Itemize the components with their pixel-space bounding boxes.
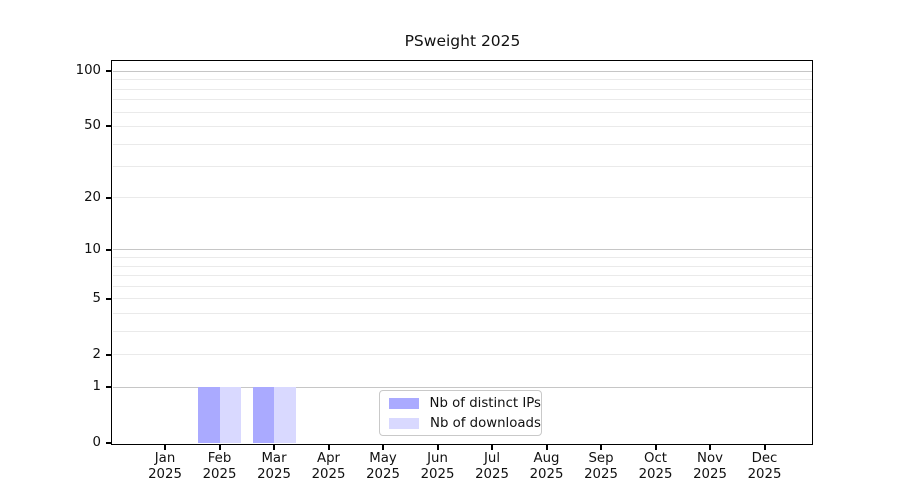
x-tick-label-month: Jan <box>154 451 176 466</box>
x-tick <box>164 444 166 450</box>
x-tick-label-year: 2025 <box>747 467 782 482</box>
legend-item-distinct-ips: Nb of distinct IPs <box>389 396 541 411</box>
x-tick <box>273 444 275 450</box>
x-tick-label-month: Dec <box>751 451 778 466</box>
x-tick-label-year: 2025 <box>420 467 455 482</box>
gridline-minor <box>113 285 812 287</box>
gridline-minor <box>113 312 812 314</box>
y-tick <box>106 297 112 300</box>
gridline-major <box>113 70 812 72</box>
gridline <box>113 298 812 300</box>
gridline-minor <box>113 88 812 90</box>
x-tick <box>382 444 384 450</box>
gridline-minor <box>113 265 812 267</box>
x-tick <box>436 444 439 450</box>
x-tick <box>763 444 766 450</box>
bar-downloads-feb <box>219 387 241 443</box>
y-tick-label: 100 <box>75 63 101 79</box>
x-tick-label-year: 2025 <box>475 467 509 482</box>
gridline-major <box>113 386 812 388</box>
y-tick-label: 1 <box>92 379 101 395</box>
x-tick-label-year: 2025 <box>148 467 182 482</box>
y-tick-label: 10 <box>84 241 101 257</box>
y-tick-label: 0 <box>92 435 101 450</box>
y-tick-label: 2 <box>92 346 101 362</box>
x-tick-label-year: 2025 <box>693 467 727 482</box>
x-tick-label-month: Oct <box>644 451 667 466</box>
gridline-minor <box>113 257 812 259</box>
x-tick <box>545 444 548 450</box>
x-tick <box>600 444 602 450</box>
x-tick-label-month: Sep <box>588 451 614 466</box>
gridline-minor <box>113 143 812 145</box>
x-tick-label-year: 2025 <box>366 467 400 482</box>
y-tick-label: 20 <box>84 189 101 205</box>
gridline-minor <box>113 330 812 332</box>
x-tick-label-month: Mar <box>261 451 287 466</box>
y-tick <box>106 125 112 128</box>
x-tick <box>218 444 221 450</box>
bar-distinct-ips-mar <box>252 387 274 443</box>
chart-title: PSweight 2025 <box>404 32 521 50</box>
y-tick <box>106 70 112 73</box>
x-tick <box>491 444 493 450</box>
x-tick-label-month: Jul <box>483 451 501 466</box>
x-tick-label-year: 2025 <box>529 467 564 482</box>
y-tick-label: 50 <box>84 118 101 134</box>
y-tick <box>106 386 112 389</box>
x-tick-label-year: 2025 <box>584 467 618 482</box>
x-tick-label-month: Feb <box>207 451 232 466</box>
x-tick-label-year: 2025 <box>638 467 673 482</box>
bar-distinct-ips-feb <box>198 387 220 443</box>
x-tick <box>709 444 711 450</box>
x-tick-label-year: 2025 <box>202 467 237 482</box>
x-tick-label-month: Apr <box>316 451 340 466</box>
gridline <box>113 354 812 356</box>
gridline <box>113 125 812 127</box>
x-tick-label-month: Aug <box>533 451 560 466</box>
x-tick-label-year: 2025 <box>311 467 346 482</box>
x-tick <box>327 444 330 450</box>
legend-item-downloads: Nb of downloads <box>389 416 541 431</box>
y-tick <box>106 248 112 251</box>
x-tick <box>654 444 657 450</box>
bar-downloads-mar <box>274 387 296 443</box>
legend-label-distinct-ips: Nb of distinct IPs <box>429 395 541 411</box>
gridline-minor <box>113 79 812 81</box>
gridline-major <box>113 249 812 251</box>
gridline-minor <box>113 275 812 277</box>
legend: Nb of distinct IPs Nb of downloads <box>379 390 542 436</box>
x-tick-label-year: 2025 <box>257 467 291 482</box>
x-tick-label-month: Nov <box>697 451 723 466</box>
legend-swatch-distinct-ips <box>389 397 419 409</box>
y-tick <box>106 353 112 356</box>
gridline-minor <box>113 111 812 113</box>
x-tick-label-month: Jun <box>427 451 448 466</box>
x-tick-label-month: May <box>369 451 397 466</box>
legend-label-downloads: Nb of downloads <box>430 415 541 431</box>
y-tick <box>106 442 112 444</box>
gridline <box>113 197 812 199</box>
y-tick <box>106 196 112 199</box>
y-tick-label: 5 <box>92 290 101 306</box>
gridline-minor <box>113 166 812 168</box>
legend-swatch-downloads <box>389 417 419 429</box>
gridline-minor <box>113 99 812 101</box>
